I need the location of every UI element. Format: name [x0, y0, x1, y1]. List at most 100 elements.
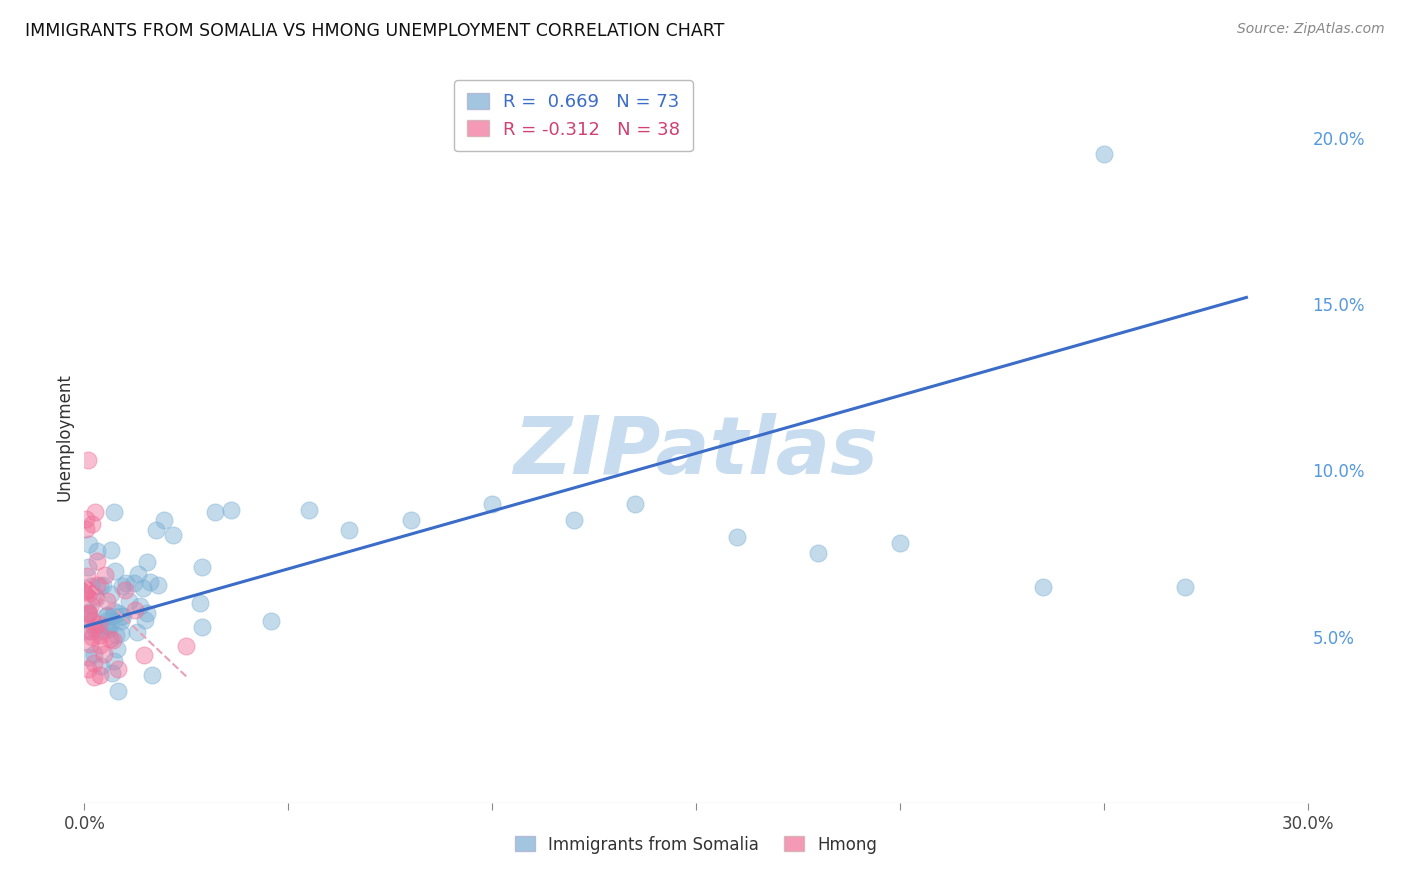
Point: [96, 618, 118, 632]
Point: [110, 609, 132, 624]
Point: [77, 607, 100, 622]
Point: [260, 614, 283, 628]
Point: [103, 506, 125, 520]
Point: [148, 578, 170, 592]
Point: [725, 530, 748, 544]
Point: [86, 543, 108, 558]
Point: [103, 604, 125, 618]
Point: [86, 578, 108, 592]
Point: [110, 614, 132, 628]
Point: [1174, 580, 1197, 594]
Point: [98, 632, 121, 646]
Point: [298, 503, 321, 517]
Point: [107, 662, 129, 676]
Point: [141, 667, 163, 681]
Point: [77, 624, 100, 638]
Point: [89, 578, 111, 592]
Point: [100, 619, 122, 633]
Point: [624, 497, 647, 511]
Point: [105, 628, 128, 642]
Point: [112, 609, 135, 624]
Point: [114, 583, 136, 598]
Point: [77, 650, 100, 665]
Point: [399, 513, 422, 527]
Point: [204, 506, 226, 520]
Point: [80, 631, 103, 645]
Point: [83, 670, 105, 684]
Point: [83, 656, 105, 670]
Point: [90, 659, 112, 673]
Point: [87, 617, 110, 632]
Point: [76, 568, 98, 582]
Point: [107, 606, 129, 620]
Point: [111, 579, 134, 593]
Point: [89, 638, 111, 652]
Point: [122, 575, 145, 590]
Point: [77, 662, 100, 676]
Point: [136, 606, 159, 620]
Text: IMMIGRANTS FROM SOMALIA VS HMONG UNEMPLOYMENT CORRELATION CHART: IMMIGRANTS FROM SOMALIA VS HMONG UNEMPLO…: [25, 22, 724, 40]
Point: [191, 620, 214, 634]
Point: [91, 578, 114, 592]
Point: [118, 593, 141, 607]
Point: [127, 566, 149, 581]
Point: [96, 607, 118, 622]
Point: [129, 599, 152, 613]
Point: [75, 522, 97, 536]
Point: [100, 587, 122, 601]
Point: [84, 591, 107, 606]
Point: [77, 537, 100, 551]
Point: [100, 666, 122, 681]
Point: [83, 620, 105, 634]
Point: [807, 546, 830, 560]
Point: [481, 497, 503, 511]
Point: [76, 453, 98, 467]
Point: [75, 512, 97, 526]
Point: [145, 524, 167, 538]
Point: [97, 622, 120, 636]
Point: [1092, 147, 1115, 161]
Point: [219, 503, 242, 517]
Point: [94, 568, 117, 582]
Point: [84, 589, 107, 603]
Point: [93, 647, 115, 661]
Point: [139, 575, 162, 590]
Point: [100, 542, 122, 557]
Point: [83, 647, 105, 661]
Point: [77, 605, 100, 619]
Point: [75, 582, 97, 596]
Point: [162, 528, 184, 542]
Point: [104, 564, 127, 578]
Point: [188, 595, 211, 609]
Point: [105, 642, 128, 657]
Point: [89, 624, 111, 638]
Point: [76, 583, 98, 598]
Point: [84, 622, 107, 636]
Point: [124, 603, 146, 617]
Point: [80, 516, 103, 531]
Point: [79, 637, 101, 651]
Point: [76, 583, 98, 598]
Point: [77, 560, 100, 574]
Point: [135, 555, 157, 569]
Point: [80, 598, 103, 612]
Legend: Immigrants from Somalia, Hmong: Immigrants from Somalia, Hmong: [508, 829, 884, 860]
Point: [94, 609, 117, 624]
Point: [190, 560, 212, 574]
Point: [80, 579, 103, 593]
Point: [107, 684, 129, 698]
Point: [153, 514, 176, 528]
Point: [103, 654, 125, 668]
Point: [134, 613, 156, 627]
Point: [89, 628, 111, 642]
Point: [339, 523, 361, 537]
Text: Source: ZipAtlas.com: Source: ZipAtlas.com: [1237, 22, 1385, 37]
Point: [77, 606, 100, 620]
Point: [96, 593, 118, 607]
Point: [83, 505, 105, 519]
Point: [1032, 580, 1054, 594]
Point: [131, 581, 153, 595]
Point: [110, 625, 132, 640]
Point: [889, 536, 911, 550]
Point: [89, 668, 111, 682]
